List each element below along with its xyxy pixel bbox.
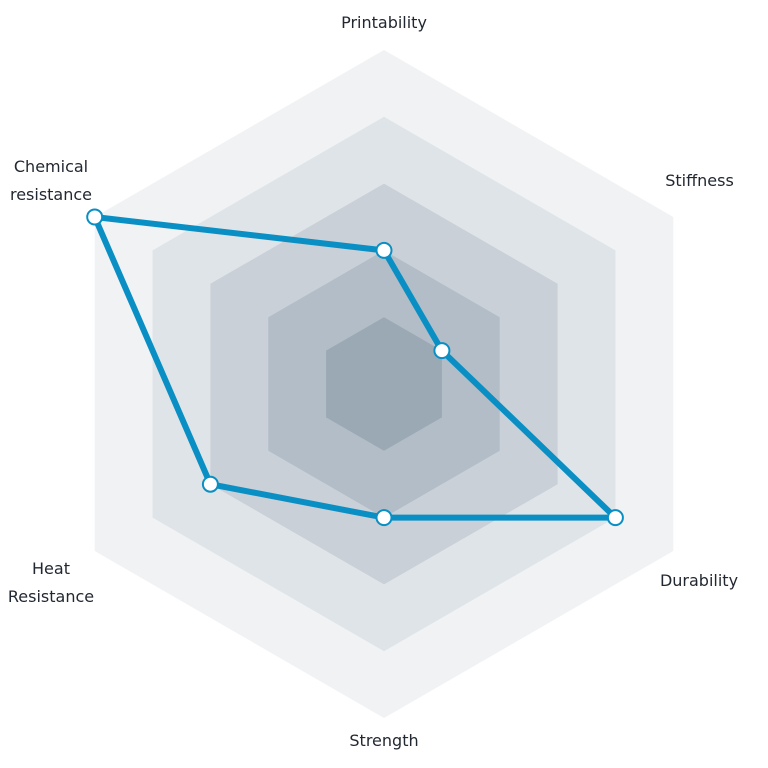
data-point-1 [433, 342, 451, 360]
data-point-2 [606, 509, 624, 527]
radar-grid [94, 50, 674, 718]
axis-label-stiffness: Stiffness [665, 171, 734, 190]
data-point-5 [86, 208, 104, 226]
axis-label-printability: Printability [341, 13, 427, 32]
grid-ring-1 [326, 317, 442, 451]
data-point-4 [201, 475, 219, 493]
data-point-0 [375, 241, 393, 259]
data-point-3 [375, 509, 393, 527]
axis-label-heat-resistance: Heat Resistance [7, 559, 95, 606]
axis-label-chemical-resistance: Chemical resistance [9, 157, 93, 204]
axis-label-strength: Strength [349, 731, 419, 750]
axis-label-durability: Durability [659, 571, 739, 590]
series-markers [86, 208, 624, 527]
